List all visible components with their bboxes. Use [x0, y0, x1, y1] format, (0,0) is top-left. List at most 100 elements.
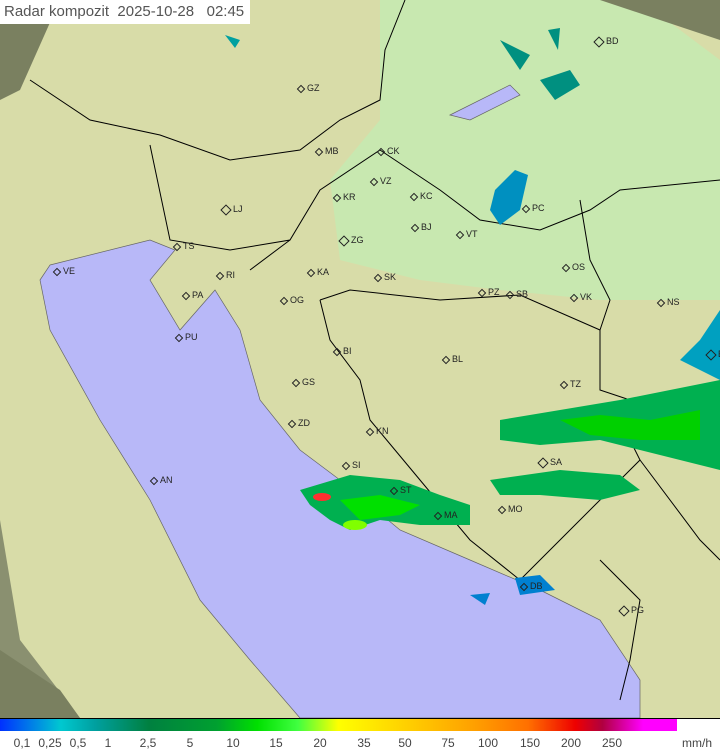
city-label: ST	[389, 485, 412, 495]
city-label: BG	[705, 348, 720, 361]
city-code: PG	[631, 605, 645, 615]
city-marker-icon	[338, 234, 350, 247]
city-code: OS	[572, 262, 586, 272]
legend-tick: 200	[560, 736, 582, 750]
city-label: OS	[561, 262, 586, 272]
city-label: GS	[291, 377, 315, 387]
legend-tick: 10	[226, 736, 240, 750]
legend-tick: 20	[313, 736, 327, 750]
city-marker-icon	[497, 505, 507, 514]
map-title: Radar kompozit 2025-10-28 02:45	[0, 0, 251, 24]
city-marker-icon	[341, 461, 351, 470]
city-code: KA	[317, 267, 330, 277]
city-label: OG	[279, 295, 305, 305]
city-code: AN	[160, 475, 173, 485]
city-marker-icon	[559, 380, 569, 389]
city-marker-icon	[376, 147, 386, 156]
city-marker-icon	[181, 291, 191, 300]
legend-tick: 1	[104, 736, 112, 750]
city-code: SI	[352, 460, 361, 470]
color-scale-bar	[0, 719, 677, 731]
city-code: OG	[290, 295, 305, 305]
city-marker-icon	[369, 177, 379, 186]
city-code: TZ	[570, 379, 581, 389]
city-label: KA	[306, 267, 330, 277]
city-label: SK	[373, 272, 396, 282]
city-marker-icon	[618, 604, 630, 617]
pannonian-plain	[330, 0, 720, 300]
city-code: RI	[226, 270, 235, 280]
city-code: NS	[667, 297, 680, 307]
city-marker-icon	[332, 193, 342, 202]
city-label: AN	[149, 475, 173, 485]
city-code: BD	[606, 36, 619, 46]
legend-tick: 250	[601, 736, 623, 750]
city-label: SA	[537, 456, 563, 469]
city-code: LJ	[233, 204, 243, 214]
city-label: BL	[441, 354, 464, 364]
precipitation-legend: 0,1 0,25 0,5 1 2,5 5 10 15 20 35 50 75 100 150 200 250 …	[0, 719, 720, 751]
legend-tick: 5	[186, 736, 194, 750]
legend-tick: 0,25	[38, 736, 62, 750]
city-code: SA	[550, 457, 563, 467]
map-graphic	[0, 0, 720, 718]
city-label: ZG	[338, 234, 364, 247]
city-marker-icon	[52, 267, 62, 276]
city-marker-icon	[174, 333, 184, 342]
city-label: TZ	[559, 379, 581, 389]
city-marker-icon	[705, 348, 717, 361]
legend-tick: 50	[398, 736, 412, 750]
city-label: DB	[519, 581, 543, 591]
city-code: VZ	[380, 176, 392, 186]
city-label: SI	[341, 460, 361, 470]
legend-tick: 0,1	[13, 736, 31, 750]
city-code: DB	[530, 581, 543, 591]
city-code: PZ	[488, 287, 500, 297]
city-marker-icon	[455, 230, 465, 239]
city-label: VT	[455, 229, 478, 239]
city-code: VE	[63, 266, 76, 276]
city-marker-icon	[409, 192, 419, 201]
radar-map[interactable]: GZ BD MB CK VZ KR KC LJ ZG BJ VT PC TS VE RI KA SK PZ SB OS…	[0, 0, 720, 719]
city-label: VZ	[369, 176, 392, 186]
city-marker-icon	[519, 582, 529, 591]
city-label: KN	[365, 426, 389, 436]
city-label: KR	[332, 192, 356, 202]
borders	[29, 0, 720, 701]
legend-tick: 2,5	[139, 736, 157, 750]
city-label: CK	[376, 146, 400, 156]
city-marker-icon	[389, 486, 399, 495]
city-code: KR	[343, 192, 356, 202]
legend-tick: 150	[519, 736, 541, 750]
legend-unit: mm/h	[682, 736, 712, 750]
city-code: PC	[532, 203, 545, 213]
city-marker-icon	[287, 419, 297, 428]
city-code: GZ	[307, 83, 320, 93]
city-marker-icon	[172, 242, 182, 251]
lake-balaton	[448, 84, 521, 121]
city-label: VK	[569, 292, 592, 302]
city-code: MB	[325, 146, 339, 156]
city-code: SB	[516, 289, 529, 299]
heavy-rain-cell	[313, 493, 331, 501]
city-code: BL	[452, 354, 464, 364]
city-code: ZG	[351, 235, 364, 245]
city-code: TS	[183, 241, 195, 251]
city-marker-icon	[296, 84, 306, 93]
city-label: SB	[505, 289, 529, 299]
city-label: GZ	[296, 83, 320, 93]
city-marker-icon	[215, 271, 225, 280]
city-marker-icon	[291, 378, 301, 387]
city-label: PG	[618, 604, 645, 617]
adriatic-sea	[39, 239, 641, 718]
city-code: KC	[420, 191, 433, 201]
city-label: TS	[172, 241, 195, 251]
city-code: VT	[466, 229, 478, 239]
legend-tick: 0,5	[69, 736, 87, 750]
city-label: MB	[314, 146, 339, 156]
city-marker-icon	[365, 427, 375, 436]
city-label: LJ	[220, 203, 243, 216]
city-label: BD	[593, 35, 619, 48]
city-code: MO	[508, 504, 523, 514]
city-marker-icon	[373, 273, 383, 282]
